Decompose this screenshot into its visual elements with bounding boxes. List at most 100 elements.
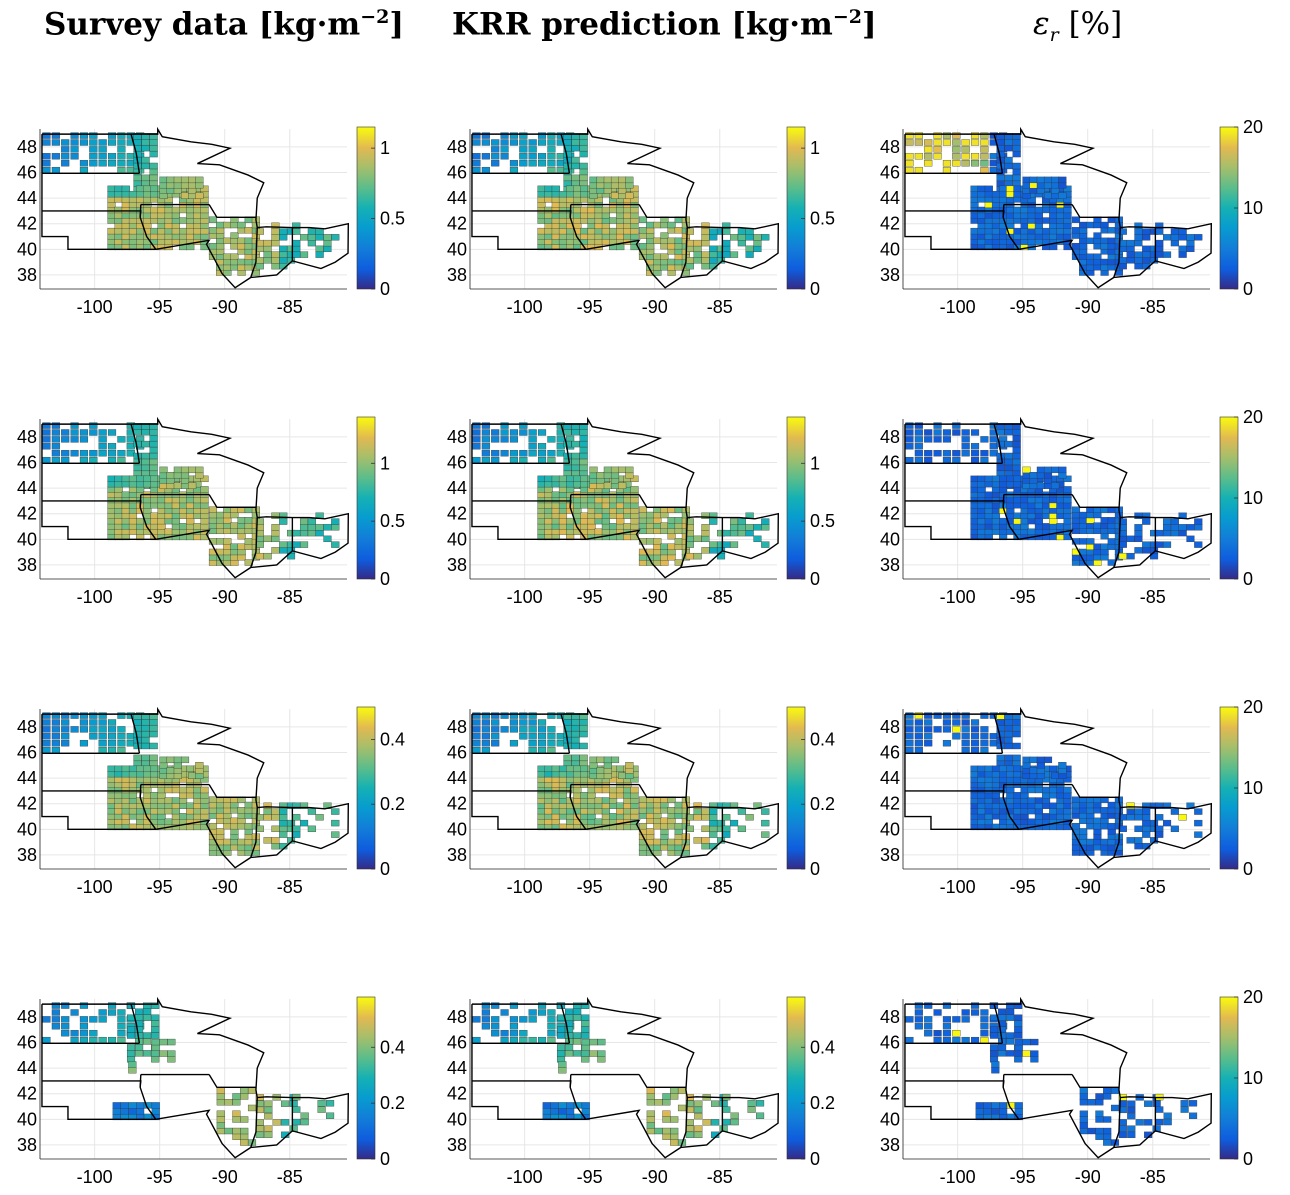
county-cell <box>1036 482 1045 489</box>
county-cell <box>136 523 145 530</box>
county-cell <box>674 258 683 266</box>
county-cell <box>980 746 989 754</box>
county-cell <box>670 1133 679 1140</box>
county-cell <box>230 264 239 271</box>
county-cell <box>230 242 239 250</box>
county-cell <box>1063 233 1072 240</box>
county-cell <box>472 740 481 747</box>
county-cell <box>563 730 572 738</box>
county-cell <box>157 528 166 535</box>
county-cell <box>223 807 232 814</box>
county-cell <box>128 807 138 815</box>
county-cell <box>1051 176 1060 184</box>
county-cell <box>1063 802 1072 809</box>
county-cell <box>589 762 598 769</box>
county-cell <box>79 166 88 174</box>
y-tick-label: 44 <box>447 478 467 498</box>
county-cell <box>933 726 942 733</box>
county-cell <box>292 825 301 833</box>
county-cell <box>171 206 180 214</box>
county-cell <box>1006 1050 1015 1057</box>
county-cell <box>905 1016 914 1023</box>
county-cell <box>166 182 175 189</box>
county-cell <box>171 217 180 224</box>
county-cell <box>272 1119 281 1126</box>
county-cell <box>603 762 612 769</box>
county-cell <box>623 802 632 809</box>
county-cell <box>133 429 142 436</box>
county-cell <box>171 512 180 519</box>
county-cell <box>481 733 490 740</box>
county-cell <box>970 456 980 464</box>
county-cell <box>625 772 634 779</box>
county-cell <box>117 450 126 457</box>
county-cell <box>1022 466 1031 474</box>
county-cell <box>128 222 138 229</box>
county-cell <box>232 1127 241 1135</box>
county-cell <box>933 422 942 429</box>
county-cell <box>580 217 589 224</box>
county-cell <box>701 251 710 258</box>
county-cell <box>315 524 324 531</box>
county-cell <box>61 719 70 726</box>
county-cell <box>150 217 159 224</box>
county-cell <box>565 1050 574 1057</box>
county-cell <box>509 740 518 747</box>
county-cell <box>171 496 180 504</box>
county-cell <box>537 196 546 203</box>
county-cell <box>563 139 572 146</box>
county-cell <box>638 849 648 856</box>
county-cell <box>143 502 152 509</box>
county-cell <box>646 511 655 519</box>
county-cell <box>114 765 123 773</box>
state-border <box>1071 784 1119 799</box>
county-cell <box>121 238 130 245</box>
county-cell <box>660 221 669 229</box>
colorbar-tick-label: 0.2 <box>380 794 405 814</box>
county-cell <box>133 423 142 430</box>
county-cell <box>563 754 572 762</box>
county-cell <box>970 1002 980 1009</box>
county-cell <box>42 160 51 167</box>
county-cell <box>544 512 553 519</box>
county-cell <box>509 1002 518 1009</box>
county-cell <box>89 429 98 436</box>
y-tick-label: 38 <box>17 265 37 285</box>
county-cell <box>566 190 575 198</box>
county-cell <box>693 552 702 560</box>
county-cell <box>1134 228 1143 235</box>
county-cell <box>580 502 589 509</box>
county-cell <box>1093 828 1102 835</box>
county-cell <box>200 222 209 229</box>
county-cell <box>596 756 605 764</box>
county-cell <box>905 719 914 726</box>
county-cell <box>1058 466 1067 474</box>
county-cell <box>1142 245 1151 253</box>
county-cell <box>1086 511 1095 519</box>
county-cell <box>1012 139 1021 146</box>
county-cell <box>970 740 980 747</box>
county-cell <box>977 206 986 214</box>
county-cell <box>667 822 676 830</box>
county-cell <box>601 786 610 794</box>
county-cell <box>660 242 669 250</box>
county-cell <box>149 458 158 466</box>
county-cell <box>594 222 603 229</box>
county-cell <box>1079 1127 1088 1135</box>
county-cell <box>580 227 589 235</box>
county-cell <box>980 1016 989 1023</box>
county-cell <box>999 770 1008 778</box>
county-cell <box>120 1108 129 1115</box>
county-cell <box>991 770 1001 778</box>
county-cell <box>1004 724 1013 732</box>
county-cell <box>491 1016 500 1023</box>
county-cell <box>1142 234 1151 241</box>
county-cell <box>646 817 655 825</box>
county-cell <box>1034 238 1043 245</box>
county-cell <box>961 712 970 719</box>
county-cell <box>616 243 625 251</box>
county-cell <box>42 746 51 754</box>
county-cell <box>558 813 568 820</box>
county-cell <box>616 496 625 504</box>
county-cell <box>1022 482 1031 489</box>
